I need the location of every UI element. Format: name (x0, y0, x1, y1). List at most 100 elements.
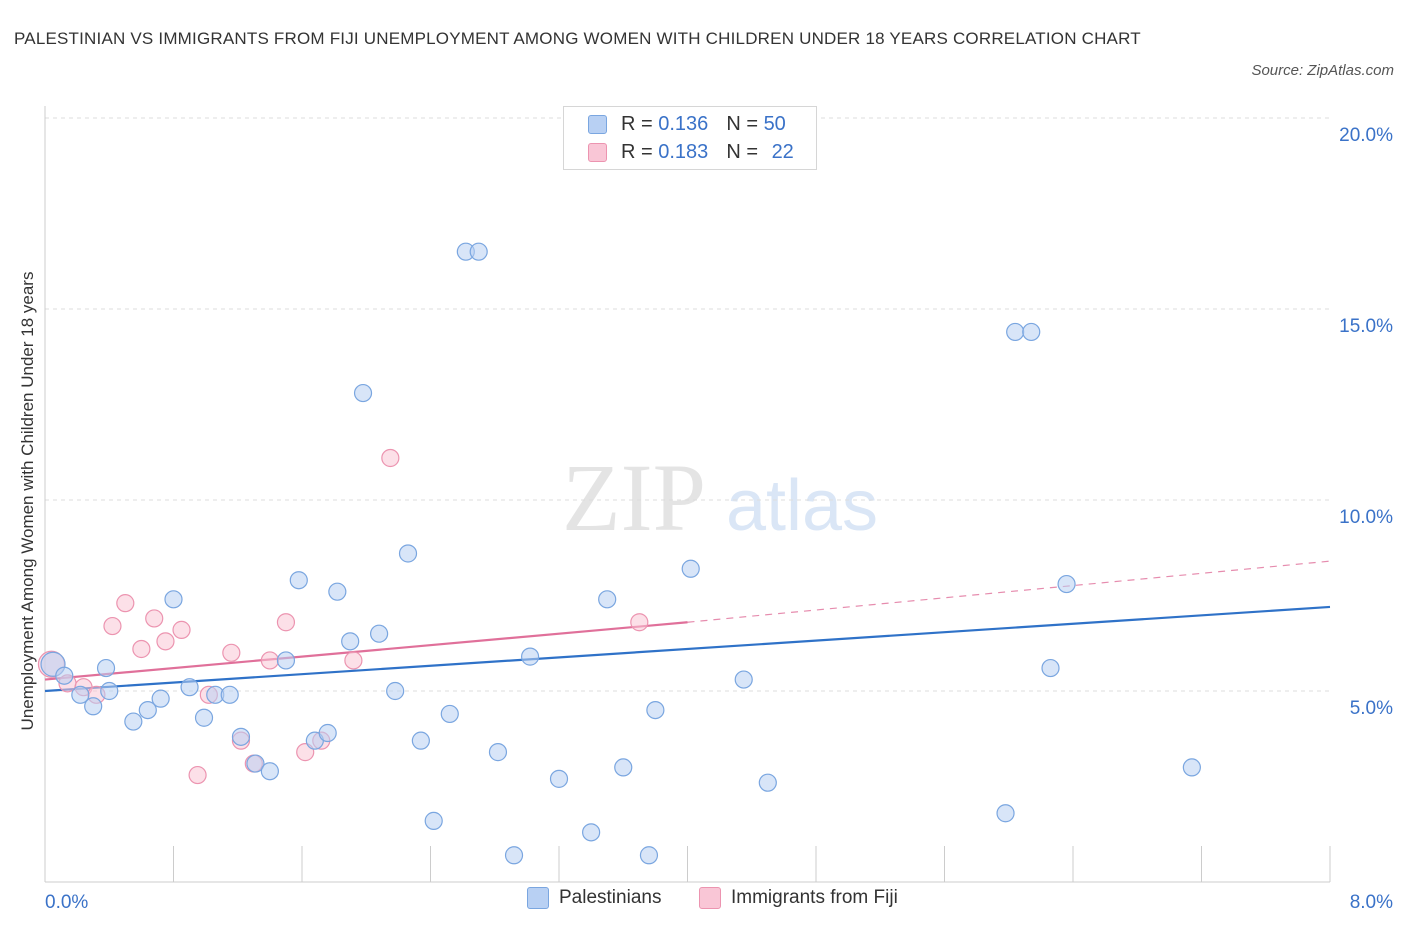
point-palestinians (758, 773, 777, 792)
legend-label-fiji: Immigrants from Fiji (731, 887, 898, 908)
n-label: N = (726, 112, 764, 135)
chart-title: PALESTINIAN VS IMMIGRANTS FROM FIJI UNEM… (14, 29, 1141, 48)
point-palestinians (341, 632, 360, 651)
point-fiji (116, 594, 135, 613)
point-palestinians (124, 712, 143, 731)
point-palestinians (246, 754, 265, 773)
point-fiji (381, 448, 400, 468)
point-fiji (630, 613, 649, 632)
trendline-fiji (44, 621, 688, 681)
point-palestinians (681, 559, 700, 578)
legend-swatch-fiji-icon (699, 887, 721, 909)
point-palestinians (231, 727, 251, 746)
point-palestinians (469, 242, 488, 261)
point-palestinians (1057, 574, 1076, 594)
point-palestinians (276, 651, 296, 670)
point-fiji (276, 613, 296, 632)
point-palestinians (260, 762, 279, 781)
point-palestinians (734, 670, 753, 689)
legend-item-palestinians: Palestinians (527, 887, 661, 909)
trendline-fiji-extension (687, 560, 1331, 623)
chart-source: Source: ZipAtlas.com (1251, 62, 1394, 79)
point-fiji (103, 616, 122, 636)
stats-legend-row-fiji: R = 0.183 N = 22 (588, 139, 794, 165)
series-palestinians-points (40, 242, 1201, 865)
y-axis-label: Unemployment Among Women with Children U… (18, 272, 37, 731)
axes (44, 106, 1331, 883)
point-fiji (156, 632, 175, 651)
r-value: 0.136 (658, 112, 709, 135)
point-palestinians (100, 681, 119, 701)
point-palestinians (370, 624, 389, 643)
point-palestinians (289, 571, 308, 590)
trend-lines (44, 560, 1331, 693)
trendline-palestinians (44, 605, 1331, 693)
y-tick-label: 5.0% (1350, 698, 1393, 719)
series-legend: Palestinians Immigrants from Fiji (0, 887, 1406, 917)
legend-swatch-palestinians-icon (527, 887, 549, 909)
y-tick-label: 10.0% (1339, 507, 1393, 528)
swatch-palestinians-icon (588, 114, 607, 134)
watermark: ZIP atlas (562, 444, 878, 551)
n-value: 22 (771, 140, 794, 163)
point-palestinians (164, 590, 183, 609)
y-tick-labels: 5.0% 10.0% 15.0% 20.0% (1339, 125, 1393, 719)
point-palestinians (328, 582, 347, 601)
point-palestinians (318, 723, 337, 743)
point-fiji (260, 651, 279, 670)
point-palestinians (353, 383, 373, 403)
r-label: R = (621, 112, 659, 135)
point-palestinians (96, 658, 116, 678)
point-palestinians (996, 804, 1015, 823)
point-palestinians (440, 704, 459, 724)
point-palestinians (151, 689, 170, 708)
point-fiji (172, 620, 191, 639)
n-value: 50 (763, 112, 786, 135)
point-palestinians (180, 678, 199, 697)
point-palestinians (138, 700, 157, 720)
point-palestinians (598, 590, 617, 609)
x-tick-label: 8.0% (1350, 892, 1393, 913)
point-fiji (188, 765, 207, 785)
point-fiji (222, 643, 241, 662)
n-label: N = (726, 140, 764, 163)
legend-label-palestinians: Palestinians (559, 887, 662, 908)
y-tick-label: 15.0% (1339, 316, 1393, 337)
r-label: R = (621, 140, 659, 163)
point-palestinians (84, 697, 103, 716)
point-palestinians (1182, 758, 1201, 777)
point-palestinians (582, 823, 601, 842)
x-tick-label: 0.0% (45, 892, 88, 913)
point-palestinians (614, 758, 633, 777)
point-fiji (132, 639, 151, 659)
point-palestinians (646, 700, 665, 720)
point-fiji (344, 651, 363, 670)
point-palestinians (398, 544, 418, 563)
point-palestinians (55, 666, 74, 685)
point-palestinians (1041, 658, 1060, 678)
r-value: 0.183 (658, 140, 709, 163)
point-palestinians (220, 685, 239, 704)
watermark-atlas: atlas (726, 466, 878, 546)
point-palestinians (520, 647, 540, 666)
stats-legend: R = 0.136 N = 50 R = 0.183 N = 22 (563, 106, 817, 170)
point-fiji (145, 609, 164, 628)
point-palestinians (488, 743, 508, 762)
point-palestinians (504, 846, 524, 865)
watermark-zip: ZIP (562, 444, 706, 551)
legend-item-fiji: Immigrants from Fiji (699, 887, 898, 909)
point-palestinians (194, 708, 214, 727)
point-palestinians (386, 681, 405, 701)
point-palestinians (71, 685, 90, 704)
stats-legend-row-palestinians: R = 0.136 N = 50 (588, 111, 786, 137)
point-palestinians (411, 731, 430, 750)
point-palestinians (424, 811, 443, 830)
swatch-fiji-icon (588, 142, 607, 162)
grid-lines (45, 117, 1330, 692)
point-palestinians (639, 846, 659, 865)
point-palestinians (1022, 322, 1041, 342)
x-tick-labels: 0.0% 8.0% (45, 892, 1393, 913)
point-palestinians (1006, 322, 1025, 342)
y-tick-label: 20.0% (1339, 125, 1393, 146)
